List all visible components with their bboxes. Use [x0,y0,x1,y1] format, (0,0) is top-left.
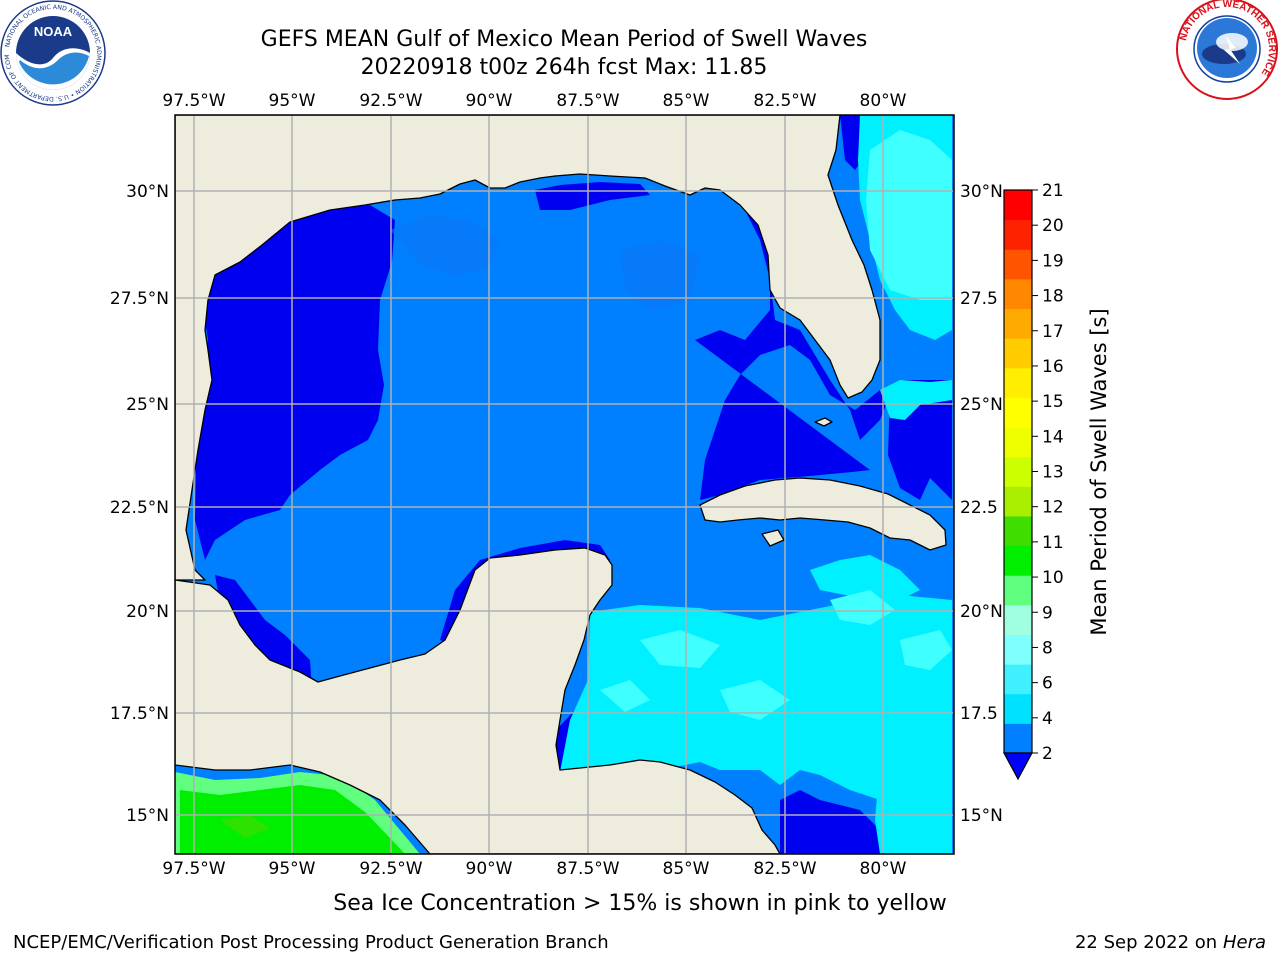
lon-label-top: 92.5°W [359,91,422,111]
lat-label-left: 17.5°N [110,704,169,724]
colorbar-swatch [1004,634,1032,665]
contour-2-4s-patches [390,215,700,310]
noaa-logo: NATIONAL OCEANIC AND ATMOSPHERIC ADMINIS… [0,0,106,106]
lat-label-left: 25°N [126,395,169,415]
colorbar-swatch [1004,249,1032,280]
lon-label-bottom: 82.5°W [753,859,816,879]
colorbar-tick-label: 10 [1042,568,1064,588]
lon-label-bottom: 95°W [269,859,316,879]
contour-6-8s [600,130,952,720]
map-subtitle: 20220918 t00z 264h fcst Max: 11.85 [360,55,768,80]
lon-label-top: 95°W [269,91,316,111]
lat-label-right: 30°N [960,182,1003,202]
colorbar-swatch [1004,723,1032,754]
graticule [175,115,954,854]
colorbar-swatch [1004,308,1032,339]
colorbar-under-arrow [1002,752,1034,781]
contour-10-12s [175,772,420,854]
footer-machine: Hera [1222,932,1266,953]
lat-label-right: 25°N [960,395,1003,415]
colorbar-tick-label: 18 [1042,287,1064,307]
colorbar-tick-label: 9 [1042,603,1053,623]
colorbar-tick-label: 14 [1042,427,1064,447]
lat-label-left: 27.5°N [110,289,169,309]
lat-label-left: 22.5°N [110,498,169,518]
land [175,115,947,854]
colorbar-swatch [1004,190,1032,221]
lon-labels-top: 97.5°W 95°W 92.5°W 90°W 87.5°W 85°W 82.5… [162,91,906,111]
lat-label-left: 20°N [126,602,169,622]
colorbar-tick-label: 13 [1042,463,1064,483]
lon-label-top: 87.5°W [556,91,619,111]
lon-label-top: 97.5°W [162,91,225,111]
lat-label-left: 15°N [126,806,169,826]
map-title: GEFS MEAN Gulf of Mexico Mean Period of … [260,27,868,52]
colorbar-swatch [1004,545,1032,576]
colorbar-tick-label: 4 [1042,709,1053,729]
colorbar-swatch [1004,338,1032,369]
noaa-logo-text: NOAA [34,24,73,39]
colorbar-tick-label: 15 [1042,392,1064,412]
lon-label-bottom: 80°W [860,859,907,879]
land-cuba [699,477,947,551]
lon-label-top: 90°W [466,91,513,111]
lon-label-top: 82.5°W [753,91,816,111]
colorbar-tick-label: 11 [1042,533,1064,553]
lat-labels-right: 30°N 27.5 25°N 22.5 20°N 17.5 15°N [960,182,1003,826]
colorbar-swatch [1004,693,1032,724]
colorbar-tick-label: 6 [1042,674,1053,694]
colorbar-tick-label: 19 [1042,251,1064,271]
lon-labels-bottom: 97.5°W 95°W 92.5°W 90°W 87.5°W 85°W 82.5… [162,859,906,879]
colorbar-swatch [1004,604,1032,635]
colorbar-tick-label: 21 [1042,181,1064,201]
colorbar-swatch [1004,575,1032,606]
lat-label-right: 20°N [960,602,1003,622]
colorbar-tick-label: 16 [1042,357,1064,377]
colorbar-swatch [1004,515,1032,547]
colorbar-swatch [1004,397,1032,428]
lon-label-top: 85°W [663,91,710,111]
lon-label-bottom: 97.5°W [162,859,225,879]
lon-label-bottom: 90°W [466,859,513,879]
colorbar-swatch [1004,664,1032,695]
footer-date-text: 22 Sep 2022 on [1074,932,1218,953]
map-frame [174,114,955,855]
lat-label-right: 15°N [960,806,1003,826]
colorbar: 2 4 6 8 9 10 11 12 13 14 15 16 17 18 19 20 21 [1002,181,1064,781]
lat-label-right: 17.5 [960,704,998,724]
nws-logo: NATIONAL WEATHER SERVICE [1176,0,1278,100]
land-north-america [175,115,881,581]
colorbar-swatch [1004,219,1032,250]
colorbar-swatch [1004,486,1032,517]
sea-ice-note: Sea Ice Concentration > 15% is shown in … [333,891,947,916]
colorbar-label: Mean Period of Swell Waves [s] [1087,308,1111,635]
lon-label-top: 80°W [860,91,907,111]
colorbar-swatch [1004,278,1032,310]
colorbar-tick-label: 12 [1042,498,1064,518]
colorbar-swatch [1004,367,1032,398]
colorbar-swatch [1004,427,1032,458]
colorbar-tick-label: 17 [1042,322,1064,342]
lat-label-right: 27.5 [960,289,998,309]
colorbar-tick-label: 2 [1042,744,1053,764]
colorbar-tick-label: 8 [1042,638,1053,658]
colorbar-tick-label: 20 [1042,216,1064,236]
lon-label-bottom: 87.5°W [556,859,619,879]
colorbar-swatch [1004,456,1032,487]
footer-date: 22 Sep 2022 on Hera [1075,932,1266,953]
lat-label-right: 22.5 [960,498,998,518]
footer-credit: NCEP/EMC/Verification Post Processing Pr… [13,932,609,953]
lat-labels-left: 30°N 27.5°N 25°N 22.5°N 20°N 17.5°N 15°N [110,182,169,826]
lon-label-bottom: 92.5°W [359,859,422,879]
land-mexico [175,547,781,854]
lat-label-left: 30°N [126,182,169,202]
lon-label-bottom: 85°W [663,859,710,879]
